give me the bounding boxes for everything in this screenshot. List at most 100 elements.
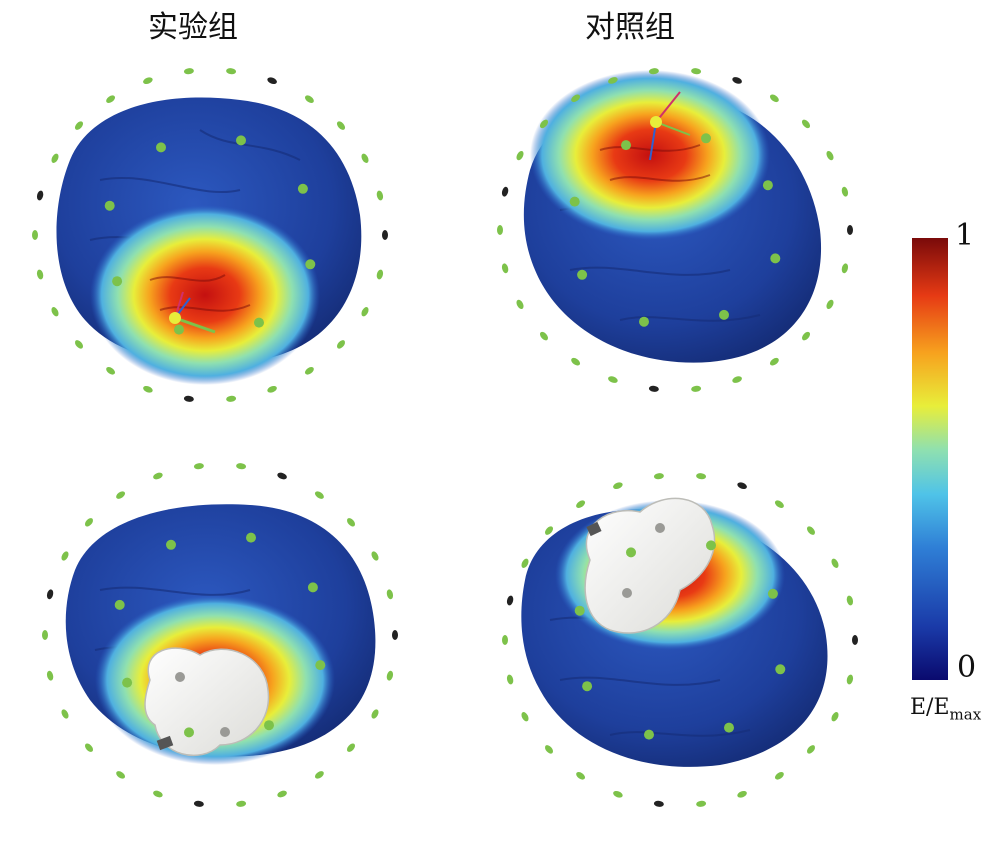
electrode-dot (61, 709, 69, 719)
electrode-dot (732, 376, 742, 383)
electrode-dot (774, 772, 784, 780)
electrode-dot (571, 94, 581, 103)
surface-electrode (236, 135, 246, 146)
electrode-dot (576, 500, 586, 508)
colorbar-unit-label: E/Emax (910, 695, 982, 724)
surface-electrode (767, 588, 778, 599)
brain-panel-experimental-top (56, 97, 362, 385)
electrode-dot (608, 77, 618, 84)
electrode-dot (267, 385, 277, 393)
surface-electrode (315, 660, 326, 671)
electrode-dot (544, 526, 554, 535)
electrode-dot (648, 385, 659, 392)
surface-electrode (156, 142, 166, 153)
electrode-dot (193, 800, 204, 807)
electrode-dot (116, 771, 126, 779)
electrode-markers (32, 68, 858, 807)
surface-electrode (582, 681, 593, 692)
electrode-dot (42, 630, 48, 640)
electrode-dot (116, 491, 126, 499)
electrode-dot (653, 800, 664, 807)
surface-electrode (706, 540, 716, 551)
electrode-dot (61, 551, 69, 561)
electrode-dot (732, 77, 742, 84)
electrode-dot (521, 712, 529, 722)
surface-electrode (104, 200, 115, 211)
surface-electrode (246, 532, 256, 543)
electrode-dot (501, 186, 509, 197)
colorbar-max-label: 1 (955, 218, 975, 253)
coil-axes-marker (649, 91, 691, 161)
electrode-dot (653, 473, 664, 480)
electrode-dot (74, 340, 84, 349)
electrode-dot (84, 743, 94, 752)
electrode-dot (696, 800, 707, 807)
surface-electrode (305, 259, 316, 270)
electrode-dot (236, 463, 247, 470)
electrode-dot (46, 670, 54, 681)
electrode-dot (236, 800, 247, 807)
electrode-dot (51, 153, 59, 163)
electrode-dot (852, 635, 858, 645)
colorbar (912, 238, 948, 680)
electrode-dot (226, 68, 237, 75)
surface-electrode (166, 539, 176, 550)
experimental-group-title: 实验组 (148, 10, 238, 45)
electrode-dot (386, 670, 394, 681)
electrode-dot (84, 518, 94, 527)
electrode-dot (831, 558, 839, 568)
coil-axes-marker (169, 291, 216, 334)
field-hotspot (90, 205, 320, 385)
electrode-dot (826, 150, 834, 161)
surface-electrode (626, 547, 636, 558)
electrode-dot (841, 186, 849, 197)
electrode-dot (346, 518, 356, 527)
surface-electrode (719, 309, 729, 320)
electrode-dot (51, 307, 59, 317)
surface-electrode (569, 196, 580, 207)
electrode-dot (314, 491, 324, 499)
electrode-dot (361, 307, 369, 317)
surface-electrode (621, 140, 631, 151)
electrode-dot (193, 463, 204, 470)
electrode-dot (841, 263, 849, 274)
electrode-dot (183, 68, 194, 75)
surface-electrode (254, 317, 264, 328)
electrode-dot (226, 395, 237, 402)
electrode-dot (74, 121, 84, 130)
surface-electrode (770, 253, 781, 264)
electrode-dot (361, 153, 369, 163)
electrode-dot (806, 745, 816, 754)
electrode-dot (501, 263, 509, 274)
electrode-dot (846, 674, 854, 685)
electrode-dot (376, 190, 384, 201)
electrode-dot (143, 77, 153, 85)
electrode-dot (801, 331, 811, 341)
electrode-dot (36, 269, 44, 280)
surface-electrode (574, 605, 585, 616)
electrode-dot (336, 340, 346, 349)
electrode-dot (153, 790, 163, 798)
electrode-dot (371, 709, 379, 719)
brain-panel-control-bottom (521, 497, 828, 767)
surface-electrode (297, 183, 308, 194)
electrode-dot (648, 68, 659, 75)
electrode-dot (516, 150, 524, 161)
surface-electrode (264, 720, 274, 731)
electrode-dot (613, 482, 623, 490)
electrode-dot (544, 745, 554, 754)
electrode-dot (506, 595, 514, 606)
electrode-dot (346, 743, 356, 752)
electrode-dot (36, 190, 44, 201)
colorbar-min-label: 0 (957, 650, 977, 685)
electrode-dot (386, 589, 394, 600)
electrode-dot (737, 790, 747, 798)
coil-device (584, 497, 716, 634)
electrode-dot (371, 551, 379, 561)
brain-panel-control-top (523, 70, 822, 363)
surface-electrode (639, 316, 649, 327)
electrode-dot (106, 95, 116, 103)
electrode-dot (497, 225, 503, 235)
electrode-dot (382, 230, 388, 240)
electrode-dot (516, 299, 524, 310)
